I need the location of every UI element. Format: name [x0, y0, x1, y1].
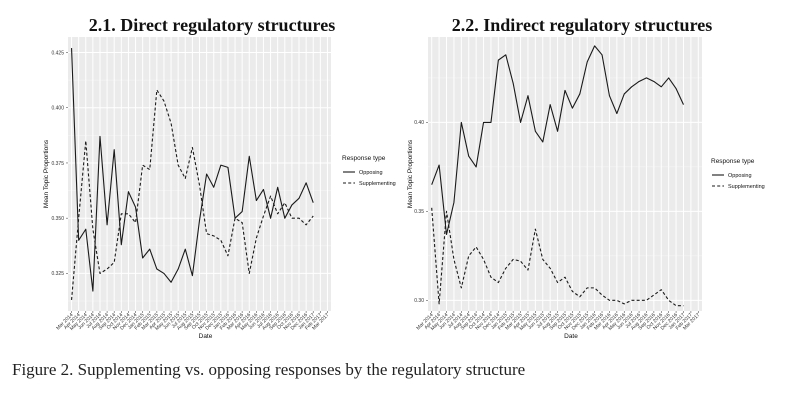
legend-label: Supplementing	[728, 184, 765, 190]
figure-caption: Figure 2. Supplementing vs. opposing res…	[12, 360, 526, 379]
x-axis-label: Date	[564, 333, 578, 340]
chart-indirect: 2.2. Indirect regulatory structures 0.30 0…	[407, 15, 765, 340]
series-line-opposing	[431, 45, 684, 236]
ytick-label: 0.425	[51, 50, 64, 56]
series-line-supplementing	[431, 207, 684, 307]
chart-title: 2.1. Direct regulatory structures	[89, 15, 335, 35]
x-axis-label: Date	[199, 333, 213, 340]
y-axis-label: Mean Topic Proportions	[407, 139, 414, 208]
legend-label: Opposing	[728, 173, 752, 179]
ytick-label: 0.40	[414, 120, 424, 126]
ytick-label: 0.350	[51, 216, 64, 222]
ytick-label: 0.325	[51, 271, 64, 277]
series-line-opposing	[71, 48, 314, 292]
ytick-label: 0.400	[51, 106, 64, 112]
chart-direct: 2.1. Direct regulatory structures 0.325 0.…	[43, 15, 396, 340]
legend-label: Opposing	[359, 170, 383, 176]
ytick-label: 0.35	[414, 209, 424, 215]
y-axis-label: Mean Topic Proportions	[43, 139, 50, 208]
ytick-label: 0.375	[51, 161, 64, 167]
legend-title: Response type	[711, 158, 755, 165]
series-line-supplementing	[71, 89, 314, 300]
chart-title: 2.2. Indirect regulatory structures	[452, 15, 712, 35]
ytick-label: 0.30	[414, 298, 424, 304]
legend-title: Response type	[342, 155, 386, 162]
legend-label: Supplementing	[359, 181, 396, 187]
